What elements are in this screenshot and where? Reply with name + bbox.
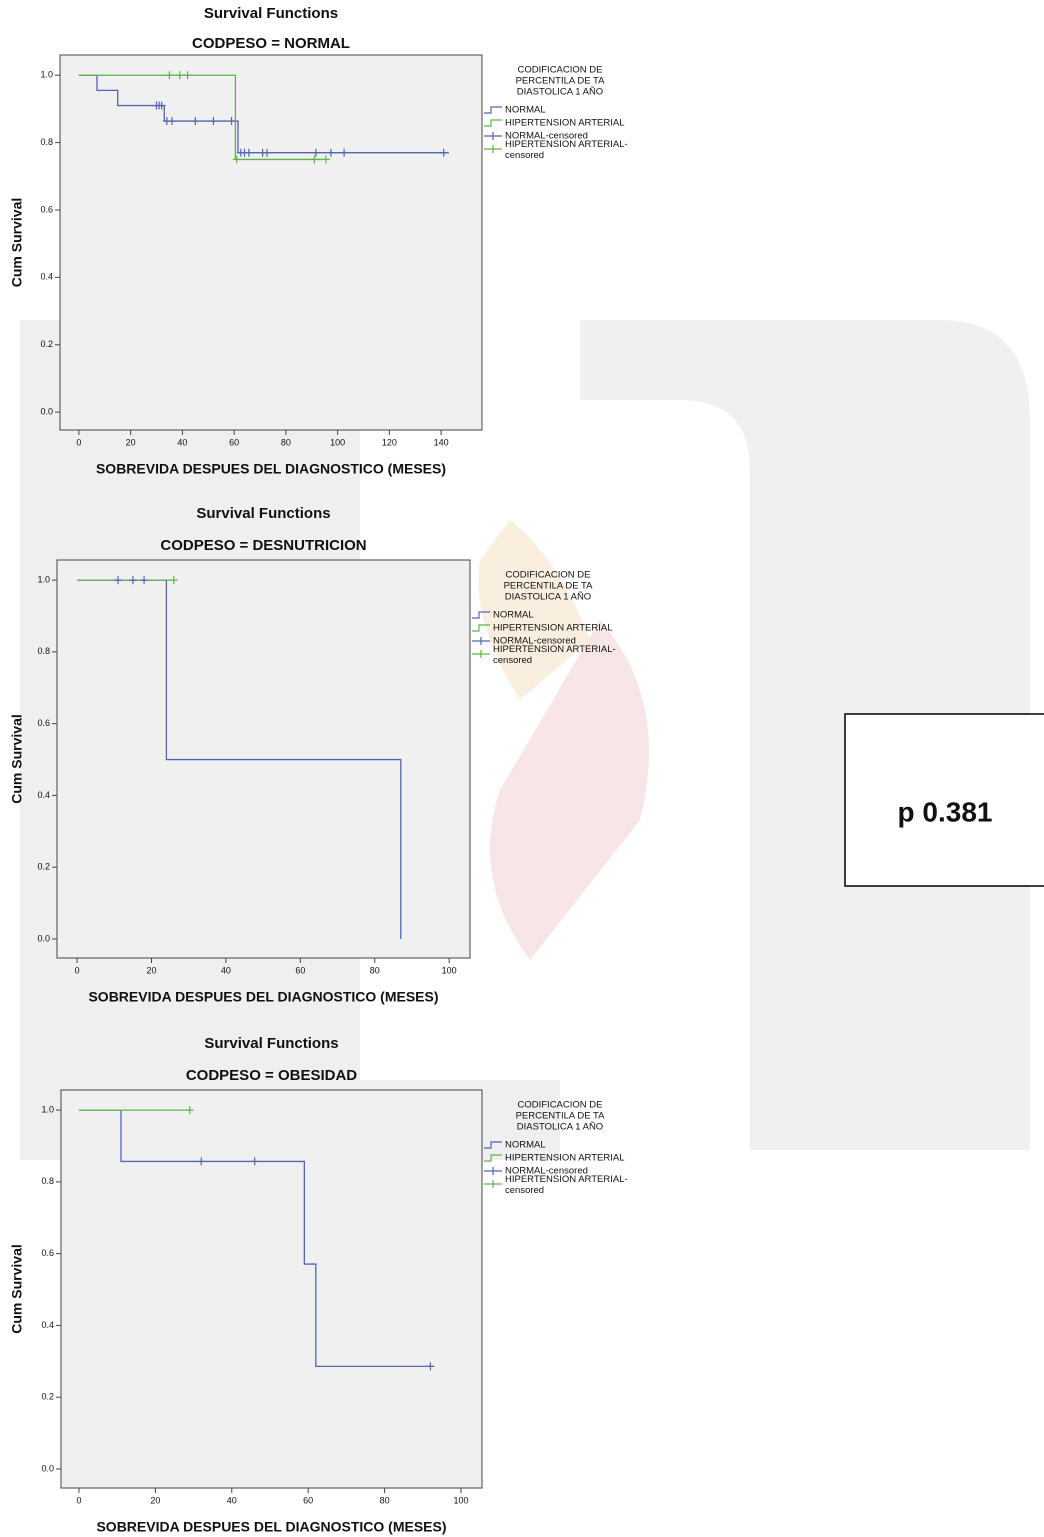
- legend-title: DIASTOLICA 1 AÑO: [517, 87, 603, 98]
- x-tick-label: 120: [382, 437, 397, 447]
- y-tick-label: 0.4: [41, 1320, 54, 1330]
- chart: Survival Functions CODPESO = NORMAL SOBREV…: [9, 5, 628, 477]
- x-tick-label: 40: [227, 1495, 237, 1505]
- legend-swatch: [472, 650, 490, 658]
- legend-label-line: HIPERTENSION ARTERIAL-: [505, 1174, 628, 1185]
- legend-label: HIPERTENSION ARTERIAL: [505, 118, 625, 129]
- legend-title: DIASTOLICA 1 AÑO: [517, 1122, 603, 1133]
- x-tick-label: 0: [76, 1495, 81, 1505]
- legend-title: PERCENTILA DE TA: [516, 1111, 606, 1122]
- legend-swatch: [484, 132, 502, 140]
- legend-swatch: [484, 107, 502, 113]
- legend-label: HIPERTENSION ARTERIAL-censored: [505, 139, 628, 161]
- plot-area: [60, 55, 482, 430]
- x-tick-label: 40: [221, 965, 231, 975]
- y-tick-label: 0.8: [40, 137, 53, 147]
- y-axis-label: Cum Survival: [9, 1244, 25, 1333]
- y-tick-label: 0.2: [37, 862, 50, 872]
- x-tick-label: 0: [75, 965, 80, 975]
- p-value-box: p 0.381: [845, 714, 1044, 886]
- y-tick-label: 0.2: [41, 1392, 54, 1402]
- x-tick-label: 0: [76, 437, 81, 447]
- legend-label: NORMAL: [505, 1140, 546, 1151]
- legend-swatch: [484, 145, 502, 153]
- y-tick-label: 0.2: [40, 339, 53, 349]
- x-tick-label: 80: [380, 1495, 390, 1505]
- y-tick-label: 0.0: [37, 933, 50, 943]
- legend-title: CODIFICACION DE: [518, 1100, 603, 1111]
- y-tick-label: 0.6: [40, 204, 53, 214]
- x-axis-label: SOBREVIDA DESPUES DEL DIAGNOSTICO (MESES…: [96, 1519, 446, 1535]
- legend-swatch: [484, 1180, 502, 1188]
- chart-subtitle: CODPESO = DESNUTRICION: [160, 537, 366, 554]
- plot-area: [61, 1090, 482, 1488]
- x-tick-label: 60: [295, 965, 305, 975]
- legend-title: CODIFICACION DE: [518, 65, 603, 76]
- legend-title: PERCENTILA DE TA: [504, 581, 594, 592]
- x-tick-label: 80: [281, 437, 291, 447]
- legend-label: HIPERTENSION ARTERIAL: [505, 1153, 625, 1164]
- x-axis-label: SOBREVIDA DESPUES DEL DIAGNOSTICO (MESES…: [96, 461, 446, 477]
- x-tick-label: 40: [177, 437, 187, 447]
- y-axis-label: Cum Survival: [9, 714, 25, 803]
- x-tick-label: 60: [229, 437, 239, 447]
- x-tick-label: 100: [453, 1495, 468, 1505]
- legend-swatch: [484, 120, 502, 126]
- y-tick-label: 0.6: [41, 1248, 54, 1258]
- page: p 0.381 Survival Functions CODPESO = NORM…: [0, 0, 1044, 1537]
- x-tick-label: 20: [150, 1495, 160, 1505]
- legend-title: CODIFICACION DE: [506, 570, 591, 581]
- legend-label-line: censored: [493, 655, 532, 666]
- x-tick-label: 100: [330, 437, 345, 447]
- legend-label-line: censored: [505, 150, 544, 161]
- chart-title: Survival Functions: [204, 1035, 338, 1052]
- y-tick-label: 0.0: [41, 1463, 54, 1473]
- y-tick-label: 0.4: [37, 790, 50, 800]
- legend-label-line: HIPERTENSION ARTERIAL-: [493, 644, 616, 655]
- legend-title: PERCENTILA DE TA: [516, 76, 606, 87]
- y-axis-label: Cum Survival: [9, 198, 25, 287]
- legend-swatch: [472, 637, 490, 645]
- x-tick-label: 80: [370, 965, 380, 975]
- legend-title: DIASTOLICA 1 AÑO: [505, 592, 591, 603]
- x-tick-label: 20: [146, 965, 156, 975]
- legend-label-line: HIPERTENSION ARTERIAL-: [505, 139, 628, 150]
- y-tick-label: 1.0: [40, 70, 53, 80]
- y-tick-label: 0.8: [37, 646, 50, 656]
- y-tick-label: 0.0: [40, 407, 53, 417]
- y-tick-label: 0.8: [41, 1176, 54, 1186]
- legend-label: NORMAL: [505, 105, 546, 116]
- legend-label: NORMAL: [493, 610, 534, 621]
- x-tick-label: 140: [434, 437, 449, 447]
- chart-title: Survival Functions: [204, 5, 338, 22]
- x-axis-label: SOBREVIDA DESPUES DEL DIAGNOSTICO (MESES…: [88, 989, 438, 1005]
- y-tick-label: 1.0: [41, 1104, 54, 1114]
- legend-label: HIPERTENSION ARTERIAL-censored: [505, 1174, 628, 1196]
- x-tick-label: 20: [126, 437, 136, 447]
- legend-label-line: censored: [505, 1185, 544, 1196]
- chart-title: Survival Functions: [196, 505, 330, 522]
- x-tick-label: 60: [303, 1495, 313, 1505]
- p-value: p 0.381: [898, 796, 993, 827]
- y-tick-label: 0.6: [37, 718, 50, 728]
- y-tick-label: 0.4: [40, 272, 53, 282]
- legend-label: HIPERTENSION ARTERIAL: [493, 623, 613, 634]
- chart-subtitle: CODPESO = OBESIDAD: [186, 1067, 357, 1084]
- chart: Survival Functions CODPESO = OBESIDAD SOBR…: [9, 1035, 628, 1535]
- y-tick-label: 1.0: [37, 574, 50, 584]
- x-tick-label: 100: [442, 965, 457, 975]
- legend-swatch: [484, 1167, 502, 1175]
- chart-subtitle: CODPESO = NORMAL: [192, 35, 350, 52]
